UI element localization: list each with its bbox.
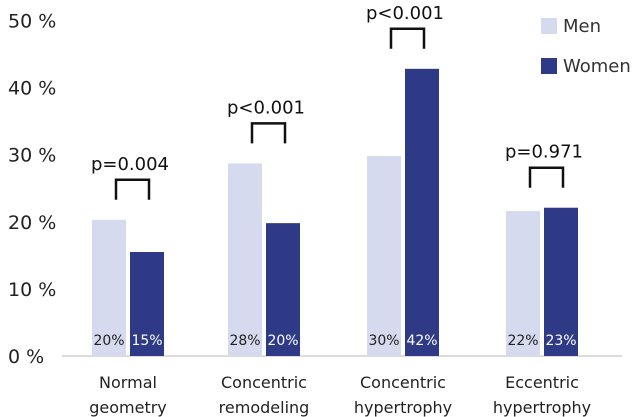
significance-bracket	[250, 122, 287, 144]
bar-men-3	[367, 156, 401, 356]
p-value-label: p<0.001	[366, 3, 444, 24]
x-tick-label: geometry	[89, 398, 167, 417]
x-tick-label: remodeling	[219, 398, 310, 417]
x-tick-label: hypertrophy	[493, 398, 591, 417]
data-label: 23%	[545, 333, 576, 349]
legend-swatch-women	[541, 58, 557, 74]
legend: Men Women	[541, 16, 631, 77]
x-tick-label: hypertrophy	[354, 398, 452, 417]
bar-men-4	[506, 211, 540, 356]
legend-swatch-men	[541, 18, 557, 34]
bars: 20% 28% 30% 22% 15% 20% 42% 23%	[92, 68, 578, 356]
data-label: 22%	[507, 333, 538, 349]
significance-bracket	[528, 166, 565, 188]
y-tick-label: 20 %	[8, 212, 56, 234]
bar-women-2	[266, 223, 300, 356]
significance-brackets: p=0.004 p<0.001 p<0.001 p=0.971	[91, 3, 583, 200]
x-tick-label: Concentric	[360, 373, 446, 392]
data-label: 30%	[368, 333, 399, 349]
bar-men-2	[228, 163, 262, 356]
p-value-label: p<0.001	[227, 97, 305, 118]
significance-bracket	[114, 178, 151, 200]
x-tick-label: Eccentric	[505, 373, 579, 392]
bar-men-1	[92, 219, 126, 356]
x-axis-labels: Normal geometry Concentric remodeling Concen…	[89, 373, 591, 417]
p-value-label: p=0.004	[91, 154, 169, 175]
y-axis: 0 % 10 % 20 % 30 % 40 % 50 %	[8, 11, 56, 369]
legend-label-men: Men	[563, 16, 601, 37]
x-tick-label: Concentric	[221, 373, 307, 392]
data-label: 20%	[93, 333, 124, 349]
legend-label-women: Women	[563, 56, 631, 77]
y-tick-label: 50 %	[8, 11, 56, 33]
y-tick-label: 10 %	[8, 279, 56, 301]
data-label: 15%	[131, 333, 162, 349]
y-tick-label: 0 %	[8, 346, 44, 368]
significance-bracket	[389, 27, 426, 49]
bar-women-4	[544, 207, 578, 356]
data-label: 28%	[229, 333, 260, 349]
bar-women-3	[405, 68, 439, 356]
x-tick-label: Normal	[99, 373, 157, 392]
p-value-label: p=0.971	[505, 142, 583, 163]
data-label: 42%	[406, 333, 437, 349]
y-tick-label: 40 %	[8, 78, 56, 100]
y-tick-label: 30 %	[8, 145, 56, 167]
data-label: 20%	[267, 333, 298, 349]
bar-women-1	[130, 251, 164, 356]
